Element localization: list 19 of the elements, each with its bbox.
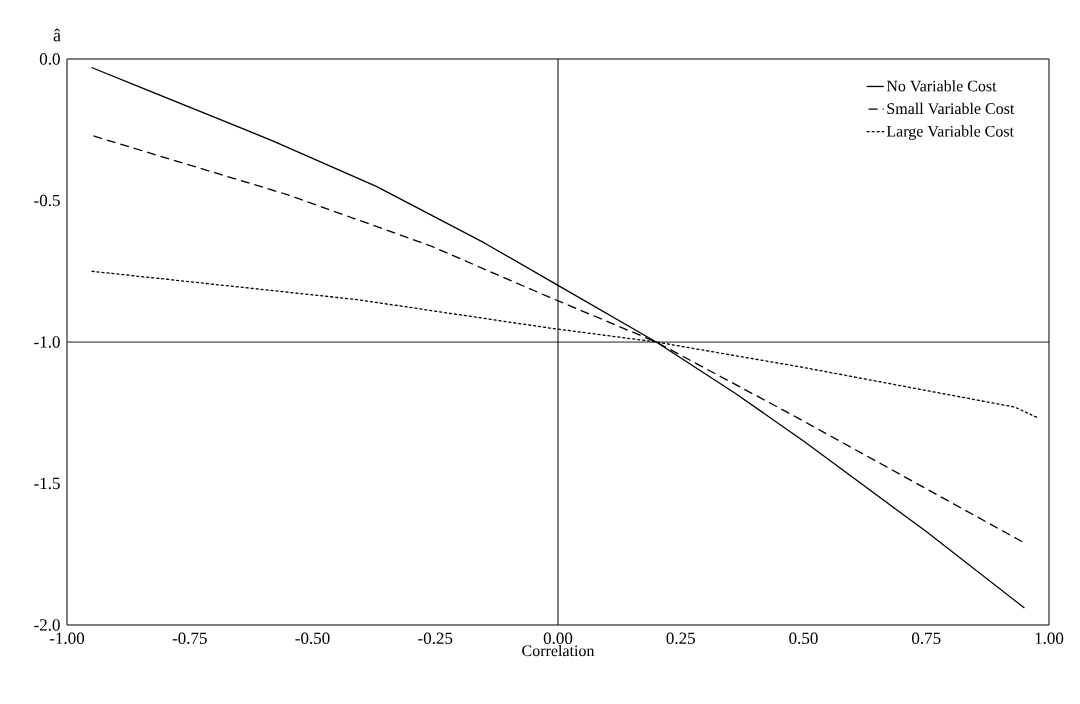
legend-label: Small Variable Cost <box>887 102 1015 115</box>
x-tick-label: -0.75 <box>172 632 207 645</box>
x-tick-label: 0.75 <box>912 632 941 645</box>
y-tick-label: -2.0 <box>34 619 60 631</box>
y-tick-label: -1.0 <box>34 336 60 348</box>
x-tick-label: -0.50 <box>295 632 330 645</box>
x-tick-label: 0.00 <box>543 632 573 645</box>
legend-label: No Variable Cost <box>886 80 997 92</box>
x-axis-title: Correlation <box>522 644 595 657</box>
y-axis-title: â <box>53 28 61 42</box>
y-tick-label: -0.5 <box>34 194 60 207</box>
x-tick-label: 1.00 <box>1035 632 1064 645</box>
x-tick-label: -0.25 <box>418 632 453 645</box>
y-tick-label: -1.5 <box>34 477 60 490</box>
x-tick-label: -1.00 <box>49 632 85 645</box>
y-tick-label: 0.0 <box>39 53 60 65</box>
legend-label: Large Variable Cost <box>886 125 1014 140</box>
x-tick-label: 0.50 <box>789 632 818 645</box>
x-tick-label: 0.25 <box>666 632 695 645</box>
